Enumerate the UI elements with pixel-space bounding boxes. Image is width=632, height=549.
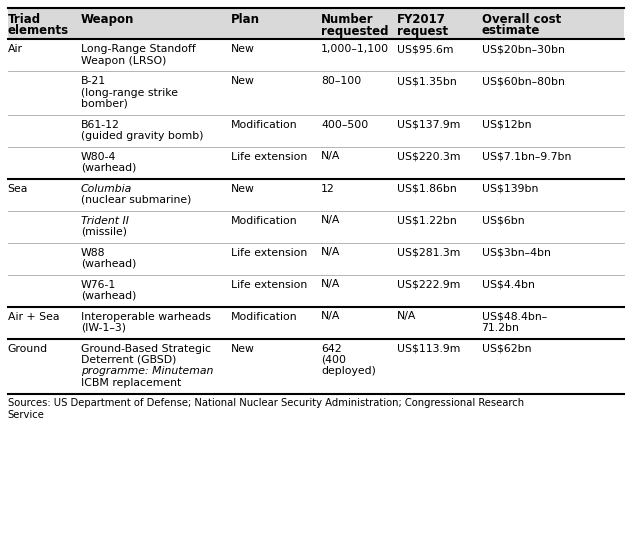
Text: Interoperable warheads: Interoperable warheads [81,311,210,322]
Text: (warhead): (warhead) [81,163,137,173]
Text: Plan: Plan [231,13,260,26]
Text: US$20bn–30bn: US$20bn–30bn [482,44,564,54]
Text: Modification: Modification [231,216,297,226]
Text: requested: requested [321,25,389,37]
Text: FY2017: FY2017 [397,13,446,26]
Text: US$6bn: US$6bn [482,216,524,226]
Text: US$12bn: US$12bn [482,120,531,130]
Text: New: New [231,183,255,193]
Text: deployed): deployed) [321,367,376,377]
Text: 12: 12 [321,183,335,193]
Text: Trident II: Trident II [81,216,129,226]
Text: 71.2bn: 71.2bn [482,323,520,333]
Text: W76-1: W76-1 [81,279,116,289]
Text: New: New [231,76,255,86]
Text: 642: 642 [321,344,342,354]
Text: (nuclear submarine): (nuclear submarine) [81,195,191,205]
Text: (missile): (missile) [81,227,127,237]
Text: estimate: estimate [482,25,540,37]
Text: N/A: N/A [321,311,341,322]
Text: US$1.86bn: US$1.86bn [397,183,457,193]
Text: Number: Number [321,13,374,26]
Text: N/A: N/A [321,248,341,257]
Text: (warhead): (warhead) [81,259,137,269]
Text: (400: (400 [321,355,346,365]
Text: 400–500: 400–500 [321,120,368,130]
Text: US$1.22bn: US$1.22bn [397,216,457,226]
Text: Long-Range Standoff: Long-Range Standoff [81,44,196,54]
Text: Air: Air [8,44,23,54]
Text: (warhead): (warhead) [81,291,137,301]
Text: US$60bn–80bn: US$60bn–80bn [482,76,564,86]
Text: Deterrent (GBSD): Deterrent (GBSD) [81,355,176,365]
Text: Sea: Sea [8,183,28,193]
Text: US$3bn–4bn: US$3bn–4bn [482,248,550,257]
Text: US$95.6m: US$95.6m [397,44,453,54]
Text: US$1.35bn: US$1.35bn [397,76,457,86]
Text: Service: Service [8,410,44,420]
Text: B-21: B-21 [81,76,106,86]
Text: US$48.4bn–: US$48.4bn– [482,311,547,322]
Text: N/A: N/A [321,216,341,226]
Text: N/A: N/A [321,279,341,289]
Text: US$7.1bn–9.7bn: US$7.1bn–9.7bn [482,152,571,161]
Text: US$62bn: US$62bn [482,344,531,354]
Text: US$222.9m: US$222.9m [397,279,460,289]
Text: US$139bn: US$139bn [482,183,538,193]
Text: N/A: N/A [321,152,341,161]
Text: US$281.3m: US$281.3m [397,248,460,257]
Text: US$4.4bn: US$4.4bn [482,279,535,289]
Text: Life extension: Life extension [231,248,307,257]
Text: Sources: US Department of Defense; National Nuclear Security Administration; Con: Sources: US Department of Defense; Natio… [8,399,524,408]
Text: programme: Minuteman: programme: Minuteman [81,367,213,377]
Text: request: request [397,25,448,37]
Text: Life extension: Life extension [231,152,307,161]
Text: (IW-1–3): (IW-1–3) [81,323,126,333]
Text: US$220.3m: US$220.3m [397,152,460,161]
Text: US$137.9m: US$137.9m [397,120,460,130]
Text: New: New [231,344,255,354]
Text: Modification: Modification [231,311,297,322]
Text: W80-4: W80-4 [81,152,116,161]
Text: Ground: Ground [8,344,47,354]
Text: 80–100: 80–100 [321,76,362,86]
Text: Overall cost: Overall cost [482,13,561,26]
Text: Weapon (LRSO): Weapon (LRSO) [81,55,166,65]
Text: Air + Sea: Air + Sea [8,311,59,322]
Bar [8,8,624,39]
Text: N/A: N/A [397,311,416,322]
Text: W88: W88 [81,248,106,257]
Text: ICBM replacement: ICBM replacement [81,378,181,388]
Text: Triad: Triad [8,13,40,26]
Text: B61-12: B61-12 [81,120,120,130]
Text: (guided gravity bomb): (guided gravity bomb) [81,131,204,141]
Text: Modification: Modification [231,120,297,130]
Text: US$113.9m: US$113.9m [397,344,460,354]
Text: Life extension: Life extension [231,279,307,289]
Text: New: New [231,44,255,54]
Text: elements: elements [8,25,69,37]
Text: bomber): bomber) [81,99,128,109]
Text: Ground-Based Strategic: Ground-Based Strategic [81,344,211,354]
Text: Weapon: Weapon [81,13,134,26]
Text: Columbia: Columbia [81,183,132,193]
Text: 1,000–1,100: 1,000–1,100 [321,44,389,54]
Text: (long-range strike: (long-range strike [81,87,178,98]
